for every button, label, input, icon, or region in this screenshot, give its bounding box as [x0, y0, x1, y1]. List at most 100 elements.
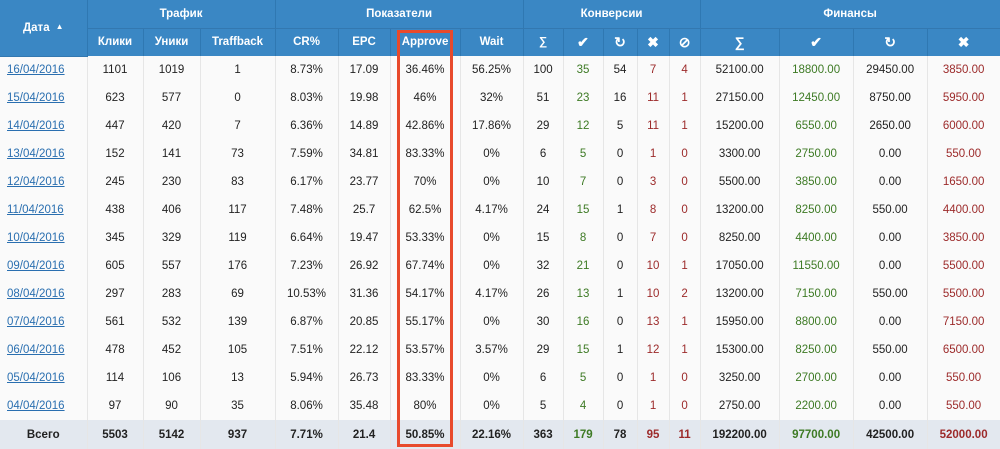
fin-approved-cell: 18800.00	[779, 56, 854, 84]
approve-cell: 62.5%	[390, 196, 461, 224]
date-link[interactable]: 05/04/2016	[7, 372, 65, 384]
epc-cell: 34.81	[338, 140, 391, 168]
cr-cell: 10.53%	[275, 280, 339, 308]
fin-approved-cell: 8250.00	[779, 196, 854, 224]
epc-cell: 31.36	[338, 280, 391, 308]
fin-rejected-cell: 52000.00	[927, 420, 1000, 449]
fin-pending-cell: 8750.00	[853, 84, 928, 112]
date-link[interactable]: 13/04/2016	[7, 148, 65, 160]
approve-cell: 83.33%	[390, 140, 461, 168]
approve-cell: 67.74%	[390, 252, 461, 280]
date-link[interactable]: 12/04/2016	[7, 176, 65, 188]
conv-approved-cell: 15	[563, 196, 604, 224]
col-epc-header[interactable]: EPC	[338, 28, 391, 56]
wait-cell: 32%	[460, 84, 524, 112]
wait-cell: 4.17%	[460, 196, 524, 224]
uniques-cell: 283	[143, 280, 201, 308]
approve-cell: 46%	[390, 84, 461, 112]
refresh-icon[interactable]: ↻	[853, 28, 928, 56]
clicks-cell: 114	[87, 364, 144, 392]
date-link[interactable]: 15/04/2016	[7, 92, 65, 104]
fin-total-cell: 13200.00	[700, 196, 780, 224]
group-indicators: Показатели	[275, 0, 524, 29]
fin-approved-cell: 12450.00	[779, 84, 854, 112]
table-row: 04/04/2016 97 90 35 8.06% 35.48 80% 0% 5 4 0 1 0 2750…	[0, 392, 1000, 420]
conv-pending-cell: 16	[603, 84, 638, 112]
conv-total-cell: 32	[523, 252, 564, 280]
fin-rejected-cell: 1650.00	[927, 168, 1000, 196]
date-link[interactable]: 11/04/2016	[7, 204, 64, 216]
table-row: 08/04/2016 297 283 69 10.53% 31.36 54.17% 4.17%…	[0, 280, 1000, 308]
fin-total-cell: 52100.00	[700, 56, 780, 84]
fin-pending-cell: 0.00	[853, 224, 928, 252]
col-clicks-header[interactable]: Клики	[87, 28, 144, 56]
fin-approved-cell: 7150.00	[779, 280, 854, 308]
check-icon[interactable]: ✔	[563, 28, 604, 56]
traffback-cell: 69	[200, 280, 276, 308]
fin-total-cell: 192200.00	[700, 420, 780, 449]
fin-rejected-cell: 550.00	[927, 140, 1000, 168]
fin-pending-cell: 0.00	[853, 364, 928, 392]
epc-cell: 23.77	[338, 168, 391, 196]
date-link[interactable]: 06/04/2016	[7, 344, 65, 356]
conv-approved-cell: 5	[563, 140, 604, 168]
col-cr-header[interactable]: CR%	[275, 28, 339, 56]
cross-icon[interactable]: ✖	[927, 28, 1000, 56]
clicks-cell: 297	[87, 280, 144, 308]
conv-cancelled-cell: 0	[669, 196, 701, 224]
fin-rejected-cell: 5950.00	[927, 84, 1000, 112]
conv-total-cell: 29	[523, 112, 564, 140]
sum-icon[interactable]: ∑	[700, 28, 780, 56]
approve-cell: 80%	[390, 392, 461, 420]
clicks-cell: 447	[87, 112, 144, 140]
table-row: 09/04/2016 605 557 176 7.23% 26.92 67.74% 0% 32 2…	[0, 252, 1000, 280]
cr-cell: 7.23%	[275, 252, 339, 280]
approve-cell: 42.86%	[390, 112, 461, 140]
fin-pending-cell: 0.00	[853, 168, 928, 196]
date-cell: 15/04/2016	[0, 84, 88, 112]
col-uniques-header[interactable]: Уники	[143, 28, 201, 56]
conv-rejected-cell: 1	[637, 392, 670, 420]
fin-rejected-cell: 6000.00	[927, 112, 1000, 140]
conv-approved-cell: 4	[563, 392, 604, 420]
refresh-icon[interactable]: ↻	[603, 28, 638, 56]
fin-pending-cell: 0.00	[853, 252, 928, 280]
cross-icon[interactable]: ✖	[637, 28, 670, 56]
col-wait-header[interactable]: Wait	[460, 28, 524, 56]
date-link[interactable]: 16/04/2016	[7, 64, 65, 77]
col-traffback-header[interactable]: Traffback	[200, 28, 276, 56]
ban-icon[interactable]: ⊘	[669, 28, 701, 56]
fin-total-cell: 2750.00	[700, 392, 780, 420]
date-header[interactable]: Дата ▲	[0, 0, 88, 57]
check-icon[interactable]: ✔	[779, 28, 854, 56]
conv-pending-cell: 0	[603, 252, 638, 280]
sum-icon[interactable]: ∑	[523, 28, 564, 56]
clicks-cell: 245	[87, 168, 144, 196]
epc-cell: 21.4	[338, 420, 391, 449]
date-cell: 13/04/2016	[0, 140, 88, 168]
cr-cell: 8.06%	[275, 392, 339, 420]
date-cell: 10/04/2016	[0, 224, 88, 252]
conv-approved-cell: 15	[563, 336, 604, 364]
date-cell: 16/04/2016	[0, 56, 88, 84]
date-link[interactable]: 14/04/2016	[7, 120, 65, 132]
uniques-cell: 1019	[143, 56, 201, 84]
col-approve-header[interactable]: Approve	[390, 28, 461, 56]
clicks-cell: 561	[87, 308, 144, 336]
date-link[interactable]: 07/04/2016	[7, 316, 65, 328]
date-link[interactable]: 08/04/2016	[7, 288, 65, 300]
date-link[interactable]: 10/04/2016	[7, 232, 65, 244]
conv-rejected-cell: 13	[637, 308, 670, 336]
fin-approved-cell: 2750.00	[779, 140, 854, 168]
fin-pending-cell: 550.00	[853, 336, 928, 364]
cr-cell: 7.48%	[275, 196, 339, 224]
group-finance: Финансы	[700, 0, 1000, 29]
conv-pending-cell: 5	[603, 112, 638, 140]
date-link[interactable]: 09/04/2016	[7, 260, 65, 272]
conv-pending-cell: 0	[603, 364, 638, 392]
date-cell: 11/04/2016	[0, 196, 88, 224]
conv-cancelled-cell: 0	[669, 140, 701, 168]
fin-approved-cell: 11550.00	[779, 252, 854, 280]
approve-cell: 36.46%	[390, 56, 461, 84]
date-link[interactable]: 04/04/2016	[7, 400, 65, 412]
